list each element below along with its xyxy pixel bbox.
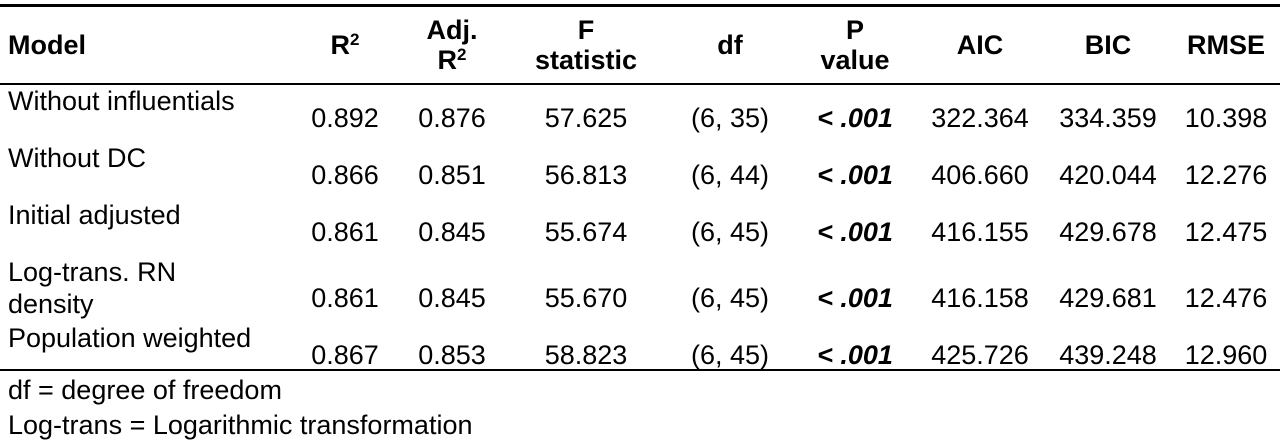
cell-adj-r2: 0.851 [418, 160, 486, 190]
cell-model: Without influentials [8, 86, 235, 116]
footnote-df: df = degree of freedom [8, 375, 282, 405]
header-model: Model [8, 30, 86, 60]
header-rmse: RMSE [1186, 30, 1265, 60]
cell-p-value: < .001 [817, 340, 893, 370]
cell-df: (6, 35) [690, 103, 770, 133]
cell-p-value: < .001 [817, 217, 893, 247]
cell-adj-r2: 0.876 [418, 103, 486, 133]
cell-r2: 0.861 [311, 217, 379, 247]
table-row: Without DC 0.866 0.851 56.813 (6, 44) < … [0, 140, 1280, 197]
cell-bic: 429.678 [1059, 217, 1157, 247]
cell-model: Log-trans. RN density [8, 257, 177, 319]
cell-aic: 416.155 [931, 217, 1029, 247]
cell-f-statistic: 57.625 [544, 103, 628, 133]
cell-model: Without DC [8, 143, 147, 173]
header-aic: AIC [956, 30, 1004, 60]
cell-df: (6, 45) [690, 217, 770, 247]
cell-rmse: 12.960 [1184, 340, 1268, 370]
table-bottom-rule [0, 369, 1280, 371]
cell-rmse: 12.475 [1184, 217, 1268, 247]
table-row: Log-trans. RN density 0.861 0.845 55.670 … [0, 254, 1280, 320]
cell-r2: 0.892 [311, 103, 379, 133]
table-row: Without influentials 0.892 0.876 57.625 … [0, 83, 1280, 140]
header-adj-r2: Adj. R2 [426, 15, 478, 75]
cell-f-statistic: 58.823 [544, 340, 628, 370]
cell-aic: 425.726 [931, 340, 1029, 370]
cell-r2: 0.867 [311, 340, 379, 370]
cell-p-value: < .001 [817, 283, 893, 313]
cell-model: Population weighted [8, 323, 252, 353]
cell-bic: 334.359 [1059, 103, 1157, 133]
cell-rmse: 12.276 [1184, 160, 1268, 190]
cell-adj-r2: 0.845 [418, 217, 486, 247]
cell-adj-r2: 0.853 [418, 340, 486, 370]
cell-aic: 416.158 [931, 283, 1029, 313]
cell-model: Initial adjusted [8, 200, 181, 230]
cell-p-value: < .001 [817, 103, 893, 133]
table-row: Population weighted 0.867 0.853 58.823 (… [0, 320, 1280, 377]
cell-df: (6, 45) [690, 283, 770, 313]
cell-bic: 420.044 [1059, 160, 1157, 190]
cell-aic: 406.660 [931, 160, 1029, 190]
header-r2: R2 [330, 30, 360, 60]
cell-f-statistic: 55.670 [544, 283, 628, 313]
cell-r2: 0.861 [311, 283, 379, 313]
cell-r2: 0.866 [311, 160, 379, 190]
cell-rmse: 12.476 [1184, 283, 1268, 313]
cell-aic: 322.364 [931, 103, 1029, 133]
cell-bic: 439.248 [1059, 340, 1157, 370]
table-row: Initial adjusted 0.861 0.845 55.674 (6, … [0, 197, 1280, 254]
cell-rmse: 10.398 [1184, 103, 1268, 133]
cell-adj-r2: 0.845 [418, 283, 486, 313]
cell-df: (6, 44) [690, 160, 770, 190]
header-bic: BIC [1084, 30, 1132, 60]
cell-f-statistic: 56.813 [544, 160, 628, 190]
cell-p-value: < .001 [817, 160, 893, 190]
cell-df: (6, 45) [690, 340, 770, 370]
table-top-rule [0, 4, 1280, 7]
header-df: df [717, 30, 743, 60]
header-rule [0, 83, 1280, 85]
cell-bic: 429.681 [1059, 283, 1157, 313]
footnote-log-trans: Log-trans = Logarithmic transformation [8, 410, 473, 440]
cell-f-statistic: 55.674 [544, 217, 628, 247]
